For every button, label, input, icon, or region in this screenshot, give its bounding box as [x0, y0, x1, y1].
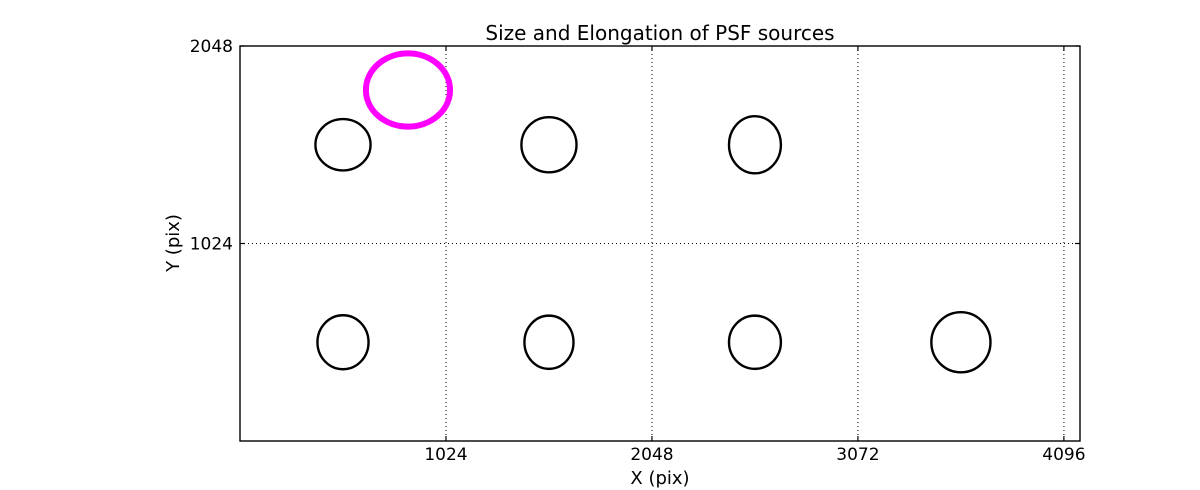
- x-tick-label: 4096: [1042, 445, 1085, 465]
- y-axis-label: Y (pix): [163, 214, 184, 272]
- x-tick-label: 2048: [630, 445, 673, 465]
- x-tick-label: 1024: [424, 445, 467, 465]
- axes-border: [239, 45, 1081, 442]
- psf-source-ellipse: [523, 314, 575, 371]
- psf-source-ellipse: [930, 310, 992, 374]
- chart-title: Size and Elongation of PSF sources: [485, 21, 835, 45]
- psf-source-ellipse: [727, 115, 783, 175]
- psf-source-ellipse-flagged: [362, 50, 454, 130]
- psf-source-ellipse: [314, 117, 372, 172]
- psf-source-ellipse: [727, 314, 783, 371]
- psf-source-ellipse: [316, 314, 370, 371]
- x-axis-label: X (pix): [630, 468, 690, 489]
- y-tick-label: 1024: [190, 235, 233, 255]
- psf-source-ellipse: [520, 115, 578, 174]
- y-tick-label: 2048: [190, 37, 233, 57]
- x-tick-label: 3072: [836, 445, 879, 465]
